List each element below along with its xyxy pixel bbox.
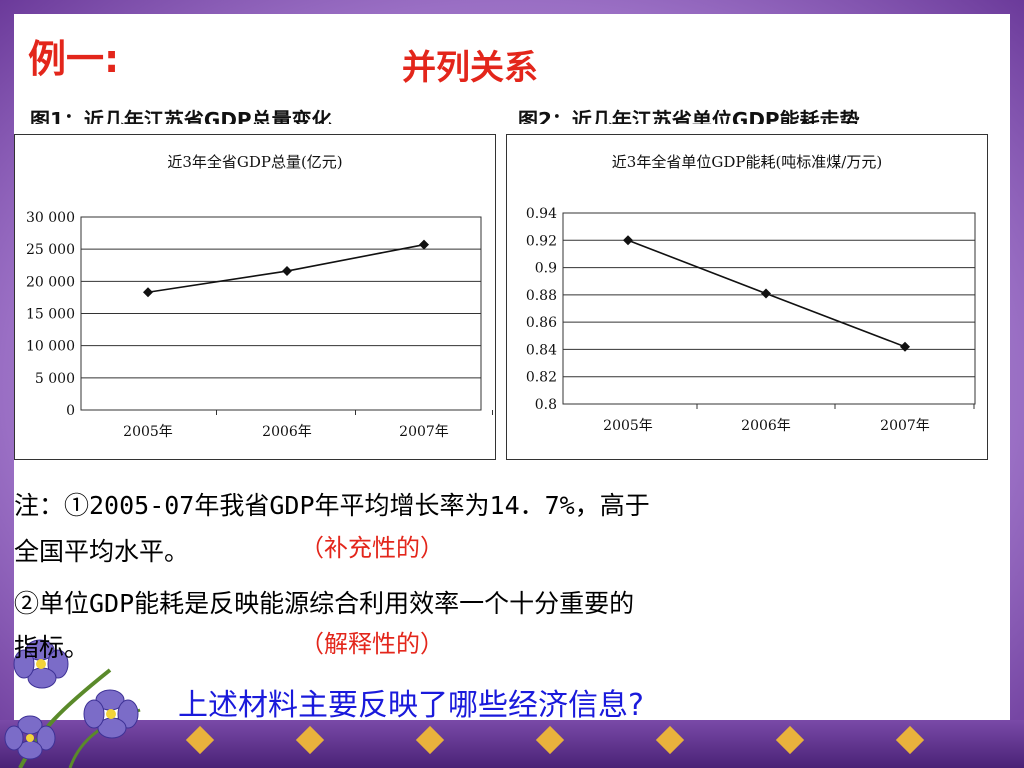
figure1-caption: 图1：近几年江苏省GDP总量变化 — [30, 108, 332, 124]
note-2-continued: 指标。 — [14, 633, 90, 662]
note-1-continued: 全国平均水平。 — [14, 537, 190, 566]
data-point — [623, 235, 633, 246]
y-tick-label: 0.92 — [526, 233, 557, 249]
chart-title: 近3年全省GDP总量(亿元) — [167, 153, 343, 171]
x-tick-label: 2005年 — [123, 424, 173, 440]
y-tick-label: 30 000 — [26, 210, 75, 226]
data-point — [282, 266, 292, 277]
gdp-total-plot: 30 000 25 000 20 000 15 000 10 000 5 000 0 2005… — [26, 210, 493, 440]
y-tick-label: 0.84 — [526, 342, 557, 358]
note-2-tag: （解释性的） — [300, 630, 444, 658]
chart-title: 近3年全省单位GDP能耗(吨标准煤/万元) — [611, 153, 883, 171]
data-point — [143, 287, 153, 298]
y-tick-label: 0.86 — [526, 315, 557, 331]
figure2-caption: 图2：近几年江苏省单位GDP能耗走势 — [518, 108, 860, 124]
note-2: ②单位GDP能耗是反映能源综合利用效率一个十分重要的 — [14, 589, 635, 618]
energy-consumption-chart: 近3年全省单位GDP能耗(吨标准煤/万元) 0.94 0.92 0.9 0.88 0.8… — [506, 134, 988, 460]
question-text: 上述材料主要反映了哪些经济信息? — [178, 688, 644, 723]
data-point — [419, 239, 429, 250]
y-tick-label: 25 000 — [26, 242, 75, 258]
x-tick-label: 2007年 — [880, 418, 930, 434]
y-tick-label: 20 000 — [26, 274, 75, 290]
y-tick-label: 0.8 — [535, 397, 557, 413]
y-tick-label: 0.9 — [535, 261, 557, 277]
x-tick-label: 2006年 — [262, 424, 312, 440]
bottom-decor-strip — [0, 720, 1024, 768]
y-tick-label: 0.94 — [526, 206, 557, 222]
y-tick-label: 0.82 — [526, 370, 557, 386]
data-point — [900, 341, 910, 352]
example-label: 例一: — [28, 37, 120, 81]
y-tick-label: 0 — [66, 403, 75, 419]
flower-decoration — [4, 639, 141, 768]
note-1: 注：①2005-07年我省GDP年平均增长率为14．7%，高于 — [14, 491, 650, 520]
gdp-total-chart: 近3年全省GDP总量(亿元) 30 000 25 000 20 000 15 000 1… — [14, 134, 496, 460]
x-tick-label: 2006年 — [741, 418, 791, 434]
note-1-tag: （补充性的） — [300, 534, 444, 562]
energy-consumption-plot: 0.94 0.92 0.9 0.88 0.86 0.84 0.82 0.8 2005年 2006年… — [526, 206, 976, 434]
y-tick-label: 10 000 — [26, 339, 75, 355]
y-tick-label: 5 000 — [35, 371, 75, 387]
relation-title: 并列关系 — [402, 48, 538, 88]
x-tick-label: 2007年 — [399, 424, 449, 440]
y-tick-label: 15 000 — [26, 307, 75, 323]
data-point — [761, 288, 771, 299]
y-tick-label: 0.88 — [526, 288, 557, 304]
x-tick-label: 2005年 — [603, 418, 653, 434]
